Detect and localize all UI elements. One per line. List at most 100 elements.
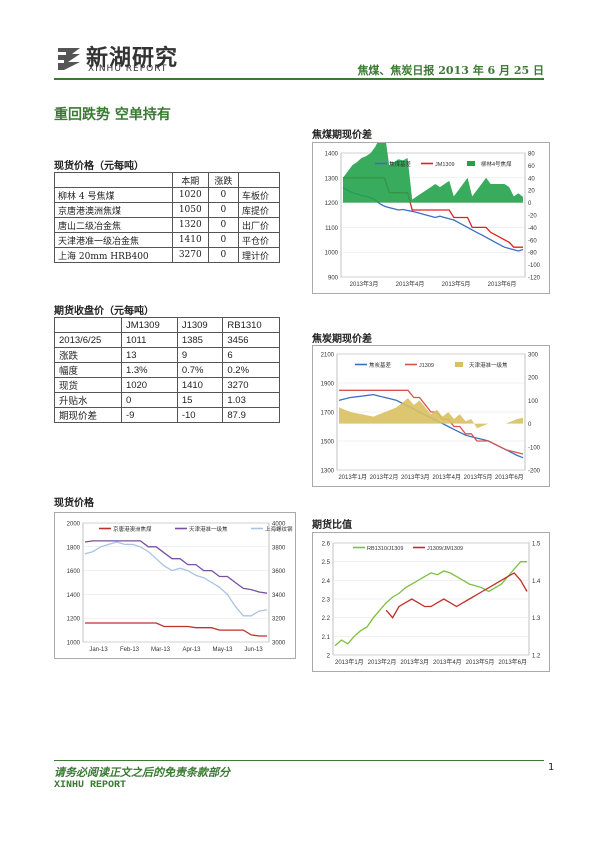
- x-tick-label: Feb-13: [120, 647, 140, 653]
- series-line: [85, 622, 267, 637]
- futures-cell: 0.7%: [176, 362, 224, 378]
- spot-cell: [54, 172, 173, 188]
- spot-cell: 理计价: [237, 247, 281, 263]
- futures-table-title: 期货收盘价（元每吨）: [54, 306, 154, 317]
- y-right-tick-label: -40: [528, 226, 537, 232]
- series-line: [84, 540, 268, 594]
- y-right-tick-label: 0: [528, 201, 532, 207]
- futures-cell: 15: [176, 392, 224, 408]
- futures-cell: 涨跌: [54, 347, 122, 363]
- y-left-tick-label: 1300: [321, 469, 335, 475]
- y-right-tick-label: -100: [528, 263, 541, 269]
- futures-row: 幅度 1.3% 0.7% 0.2%: [54, 362, 280, 378]
- x-tick-label: 2013年5月: [464, 473, 493, 481]
- spot-table-title: 现货价格（元每吨）: [54, 161, 144, 172]
- y-left-tick-label: 1200: [325, 201, 339, 207]
- spot-cell: 1410: [171, 232, 209, 248]
- legend-label: 天津港准一级焦: [189, 525, 228, 533]
- series-line: [385, 572, 528, 619]
- y-left-tick-label: 2.2: [322, 616, 331, 622]
- spot-cell: 0: [207, 187, 239, 203]
- spot-cell: 1050: [171, 202, 209, 218]
- futures-cell: 0: [120, 392, 178, 408]
- y-left-tick-label: 1500: [321, 440, 335, 446]
- y-right-tick-label: 300: [528, 353, 539, 359]
- legend-label: 上海螺纹钢: [265, 525, 293, 533]
- y-left-tick-label: 1200: [67, 617, 81, 623]
- y-right-tick-label: 1.3: [532, 616, 541, 622]
- legend-label: 焦炭基差: [369, 361, 392, 369]
- x-tick-label: 2013年5月: [466, 658, 495, 666]
- footer-disclaimer: 请务必阅读正文之后的免责条款部分: [54, 766, 230, 779]
- futures-table: JM1309 J1309 RB1310 2013/6/25 1011 1385 3456 涨跌…: [54, 317, 280, 423]
- x-tick-label: 2013年3月: [400, 658, 429, 666]
- y-right-tick-label: 3800: [272, 545, 286, 551]
- futures-cell: -10: [176, 407, 224, 423]
- x-tick-label: 2013年6月: [495, 473, 524, 481]
- y-right-tick-label: 20: [528, 189, 535, 195]
- x-tick-label: 2013年5月: [442, 280, 471, 288]
- y-left-tick-label: 1000: [325, 251, 339, 257]
- futures-cell: 现货: [54, 377, 122, 393]
- legend-label: J1309/JM1309: [427, 546, 463, 552]
- spot-row: 天津港准一级冶金焦 1410 0 平仓价: [54, 232, 281, 248]
- spot-row: 唐山二级冶金焦 1320 0 出厂价: [54, 217, 281, 233]
- x-tick-label: 2013年6月: [498, 658, 527, 666]
- y-left-tick-label: 2.3: [322, 598, 331, 604]
- spot-cell: [237, 172, 281, 188]
- spot-price-chart: 1000 1200 1400 1600 1800 2000 3000 3200 3400 3600…: [54, 512, 296, 659]
- spot-cell: 京唐港澳洲焦煤: [54, 202, 173, 218]
- spot-cell: 库提价: [237, 202, 281, 218]
- coking-coal-basis-chart: 900 1000 1100 1200 1300 1400 -120 -100 -80 -60 -40…: [312, 142, 550, 294]
- futures-cell: J1309: [176, 317, 224, 333]
- coking-coal-basis-title: 焦煤期现价差: [312, 130, 372, 141]
- x-tick-label: 2013年3月: [401, 473, 430, 481]
- header-rule: [54, 78, 544, 80]
- spot-cell: 出厂价: [237, 217, 281, 233]
- basis-area: [339, 398, 523, 429]
- y-left-tick-label: 1000: [67, 641, 81, 647]
- y-left-tick-label: 2.4: [322, 579, 331, 585]
- x-tick-label: 2013年6月: [488, 280, 517, 288]
- futures-cell: RB1310: [222, 317, 280, 333]
- y-left-tick-label: 1400: [325, 152, 339, 158]
- y-left-tick-label: 2: [327, 654, 331, 660]
- futures-cell: 1385: [176, 332, 224, 348]
- legend-swatch: [455, 362, 463, 367]
- y-right-tick-label: -20: [528, 214, 537, 220]
- spot-cell: 0: [207, 232, 239, 248]
- spot-cell: 3270: [171, 247, 209, 263]
- y-left-tick-label: 1400: [67, 593, 81, 599]
- spot-cell: 车板价: [237, 187, 281, 203]
- spot-cell: 上海 20mm HRB400: [54, 247, 173, 263]
- y-left-tick-label: 900: [328, 276, 339, 282]
- spot-header-row: 本期 涨跌: [54, 172, 281, 188]
- x-tick-label: 2013年1月: [338, 473, 367, 481]
- futures-cell: 1.3%: [120, 362, 178, 378]
- y-left-tick-label: 1600: [67, 569, 81, 575]
- spot-row: 上海 20mm HRB400 3270 0 理计价: [54, 247, 281, 263]
- futures-cell: -9: [120, 407, 178, 423]
- futures-row: 涨跌 13 9 6: [54, 347, 280, 363]
- futures-cell: [54, 317, 122, 333]
- legend-label: RB1310/J1309: [367, 546, 403, 552]
- y-right-tick-label: -80: [528, 251, 537, 257]
- footer-rule: [54, 760, 544, 761]
- y-left-tick-label: 1100: [325, 226, 339, 232]
- futures-row: 期现价差 -9 -10 87.9: [54, 407, 280, 423]
- report-title: 焦煤、焦炭日报 2013 年 6 月 25 日: [357, 64, 544, 77]
- spot-cell: 1320: [171, 217, 209, 233]
- futures-cell: 幅度: [54, 362, 122, 378]
- futures-cell: 87.9: [222, 407, 280, 423]
- spot-cell: 天津港准一级冶金焦: [54, 232, 173, 248]
- y-right-tick-label: 4000: [272, 522, 286, 528]
- legend-swatch: [467, 161, 475, 166]
- y-left-tick-label: 2.5: [322, 560, 331, 566]
- futures-cell: 3456: [222, 332, 280, 348]
- legend-label: JM1309: [435, 162, 455, 168]
- futures-cell: 2013/6/25: [54, 332, 122, 348]
- series-line: [338, 393, 524, 459]
- y-right-tick-label: 1.4: [532, 579, 541, 585]
- y-right-tick-label: 1.2: [532, 654, 541, 660]
- y-left-tick-label: 2.1: [322, 635, 331, 641]
